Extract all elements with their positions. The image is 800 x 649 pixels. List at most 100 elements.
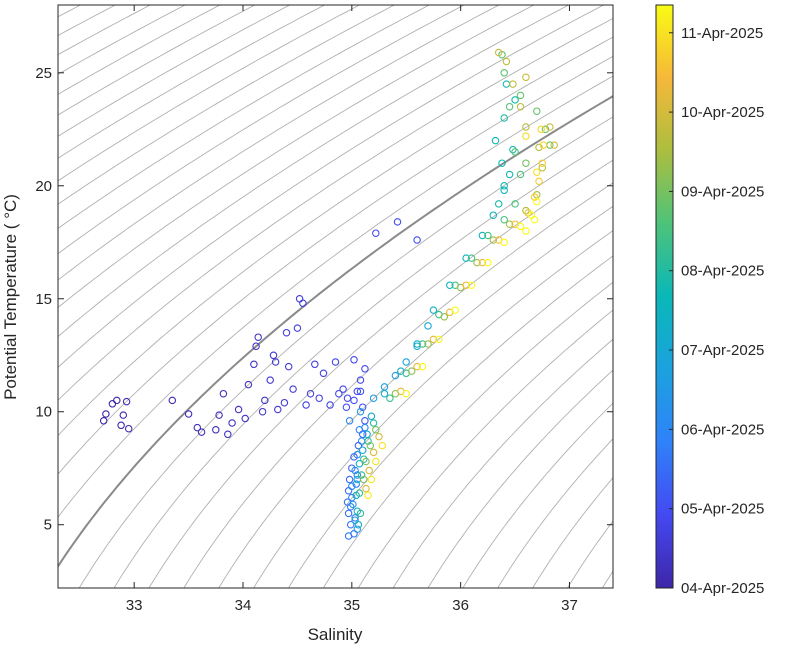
data-point	[361, 365, 369, 373]
isopycnal-line	[58, 5, 535, 309]
data-point	[509, 80, 517, 88]
data-point	[500, 238, 508, 247]
isopycnal-line	[532, 477, 613, 588]
colorbar: 04-Apr-2025 05-Apr-2025 06-Apr-2025 07-Apr-…	[655, 4, 764, 597]
data-point	[538, 163, 547, 172]
isopycnal-line	[624, 0, 800, 611]
data-point	[355, 459, 364, 468]
data-point	[295, 295, 304, 303]
data-point	[197, 428, 206, 436]
data-point	[429, 306, 438, 314]
data-point	[261, 396, 269, 405]
series-11-Apr-2025	[364, 197, 541, 500]
data-point	[522, 227, 530, 235]
data-point	[451, 306, 459, 314]
data-point	[500, 186, 508, 195]
data-point	[538, 159, 547, 167]
data-point	[435, 335, 443, 344]
isopycnal-line	[58, 5, 326, 159]
data-point	[361, 423, 369, 432]
data-point	[353, 471, 362, 479]
data-point	[351, 466, 359, 475]
isopycnal-line	[58, 5, 361, 182]
data-point	[311, 360, 319, 369]
isopycnal-line	[58, 36, 613, 437]
data-point	[284, 362, 293, 371]
data-point	[212, 426, 220, 434]
data-point	[356, 387, 365, 396]
isopycnal-line	[392, 338, 613, 588]
data-point	[360, 475, 368, 484]
y-tick-label: 5	[44, 517, 52, 534]
data-point	[402, 389, 410, 398]
data-point	[467, 254, 476, 262]
data-point	[413, 340, 421, 348]
data-point	[378, 441, 387, 450]
data-point	[117, 421, 125, 430]
data-point	[418, 362, 427, 371]
data-point	[224, 430, 232, 439]
data-point	[293, 324, 302, 332]
data-point	[500, 114, 508, 122]
data-point	[467, 281, 476, 289]
data-point	[516, 170, 525, 179]
colorbar-tick-label: 10-Apr-2025	[681, 104, 764, 121]
data-point	[500, 69, 508, 77]
isopycnal-line	[601, 570, 613, 588]
isopycnal-line	[427, 369, 613, 588]
data-point	[413, 236, 421, 244]
data-point	[407, 367, 416, 375]
isopycnal-line	[218, 205, 613, 588]
data-point	[516, 222, 525, 231]
series-07-Apr-2025	[352, 80, 519, 529]
data-point	[511, 96, 519, 104]
data-point	[358, 403, 367, 411]
data-point	[108, 400, 117, 408]
isopycnal-line	[58, 94, 613, 569]
data-point	[537, 125, 545, 134]
x-axis: 33 34 35 36 37	[126, 5, 578, 614]
data-point	[530, 215, 539, 224]
data-point	[269, 351, 278, 360]
data-point	[393, 218, 402, 226]
data-point	[299, 299, 307, 308]
x-tick-label: 37	[561, 597, 578, 614]
isopycnal-line	[694, 0, 800, 611]
data-point	[348, 482, 356, 491]
isopycnal-line	[58, 5, 605, 368]
isopycnal-line	[58, 5, 465, 255]
isopycnal-line	[58, 5, 431, 229]
data-point	[119, 411, 128, 419]
data-point	[113, 396, 121, 405]
data-point	[360, 455, 368, 463]
isopycnal-line	[58, 17, 613, 401]
data-point	[522, 73, 530, 82]
data-point	[274, 405, 282, 414]
data-point	[546, 123, 554, 131]
data-point	[491, 136, 500, 145]
colorbar-tick-label: 11-Apr-2025	[681, 25, 763, 42]
data-point	[357, 437, 366, 445]
data-point	[494, 48, 503, 57]
isopycnal-line	[253, 230, 613, 588]
x-tick-label: 34	[235, 597, 252, 614]
y-tick-label: 25	[35, 65, 52, 82]
data-point	[362, 484, 370, 493]
y-axis-label: Potential Temperature ( °C)	[1, 194, 20, 400]
data-point	[254, 333, 262, 341]
colorbar-ticks: 04-Apr-2025 05-Apr-2025 06-Apr-2025 07-Apr-…	[669, 25, 764, 597]
data-point	[535, 143, 543, 152]
data-point	[530, 193, 539, 201]
data-point	[215, 411, 223, 419]
colorbar-gradient	[655, 4, 674, 589]
data-point	[335, 389, 343, 398]
data-point	[102, 410, 110, 418]
data-point	[122, 397, 131, 406]
x-tick-label: 36	[452, 597, 469, 614]
data-point	[266, 376, 274, 384]
data-point	[440, 313, 449, 321]
data-point	[516, 102, 525, 111]
data-point	[424, 340, 432, 348]
data-point	[315, 394, 323, 402]
